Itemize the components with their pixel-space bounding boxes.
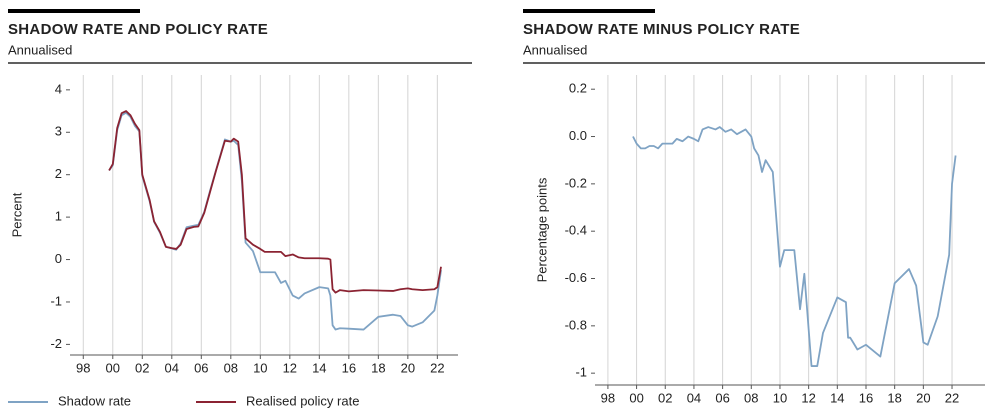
x-tick-label: 14 (830, 390, 844, 405)
series-line (632, 126, 957, 367)
y-tick-label: -2 (50, 336, 62, 351)
y-tick-label: -0.8 (565, 317, 587, 332)
x-tick-label: 20 (916, 390, 930, 405)
y-tick-label: 0.0 (569, 128, 587, 143)
chart-subtitle: Annualised (8, 42, 72, 57)
x-tick-label: 02 (135, 360, 149, 375)
x-tick-label: 20 (401, 360, 415, 375)
x-tick-label: 08 (224, 360, 238, 375)
chart-title: SHADOW RATE MINUS POLICY RATE (523, 21, 800, 38)
x-tick-label: 22 (430, 360, 444, 375)
x-tick-label: 22 (945, 390, 959, 405)
y-tick-label: -0.4 (565, 223, 587, 238)
x-tick-label: 04 (687, 390, 701, 405)
y-tick-label: 0.2 (569, 81, 587, 96)
x-tick-label: 14 (312, 360, 326, 375)
x-tick-label: 18 (887, 390, 901, 405)
y-tick-label: 1 (55, 209, 62, 224)
chart-title: SHADOW RATE AND POLICY RATE (8, 21, 268, 38)
y-tick-label: -0.2 (565, 175, 587, 190)
y-axis-label: Percent (9, 192, 24, 237)
series-line (108, 111, 442, 331)
y-axis-label: Percentage points (534, 177, 549, 282)
x-tick-label: 04 (165, 360, 179, 375)
y-tick-label: 4 (55, 81, 62, 96)
x-tick-label: 00 (629, 390, 643, 405)
x-tick-label: 18 (371, 360, 385, 375)
legend-label: Realised policy rate (246, 393, 359, 408)
x-tick-label: 12 (801, 390, 815, 405)
x-tick-label: 16 (859, 390, 873, 405)
legend-label: Shadow rate (58, 393, 131, 408)
title-bar (8, 9, 140, 13)
x-tick-label: 06 (715, 390, 729, 405)
series-line (108, 110, 442, 294)
x-tick-label: 12 (283, 360, 297, 375)
y-tick-label: -1 (575, 365, 587, 380)
chart-subtitle: Annualised (523, 42, 587, 57)
x-tick-label: 10 (773, 390, 787, 405)
x-tick-label: 98 (601, 390, 615, 405)
x-tick-label: 10 (253, 360, 267, 375)
x-tick-label: 16 (342, 360, 356, 375)
x-tick-label: 98 (76, 360, 90, 375)
y-tick-label: -1 (50, 293, 62, 308)
x-tick-label: 02 (658, 390, 672, 405)
title-bar (523, 9, 655, 13)
y-tick-label: 2 (55, 166, 62, 181)
x-tick-label: 00 (106, 360, 120, 375)
x-tick-label: 08 (744, 390, 758, 405)
y-tick-label: -0.6 (565, 270, 587, 285)
y-tick-label: 0 (55, 251, 62, 266)
y-tick-label: 3 (55, 124, 62, 139)
x-tick-label: 06 (194, 360, 208, 375)
